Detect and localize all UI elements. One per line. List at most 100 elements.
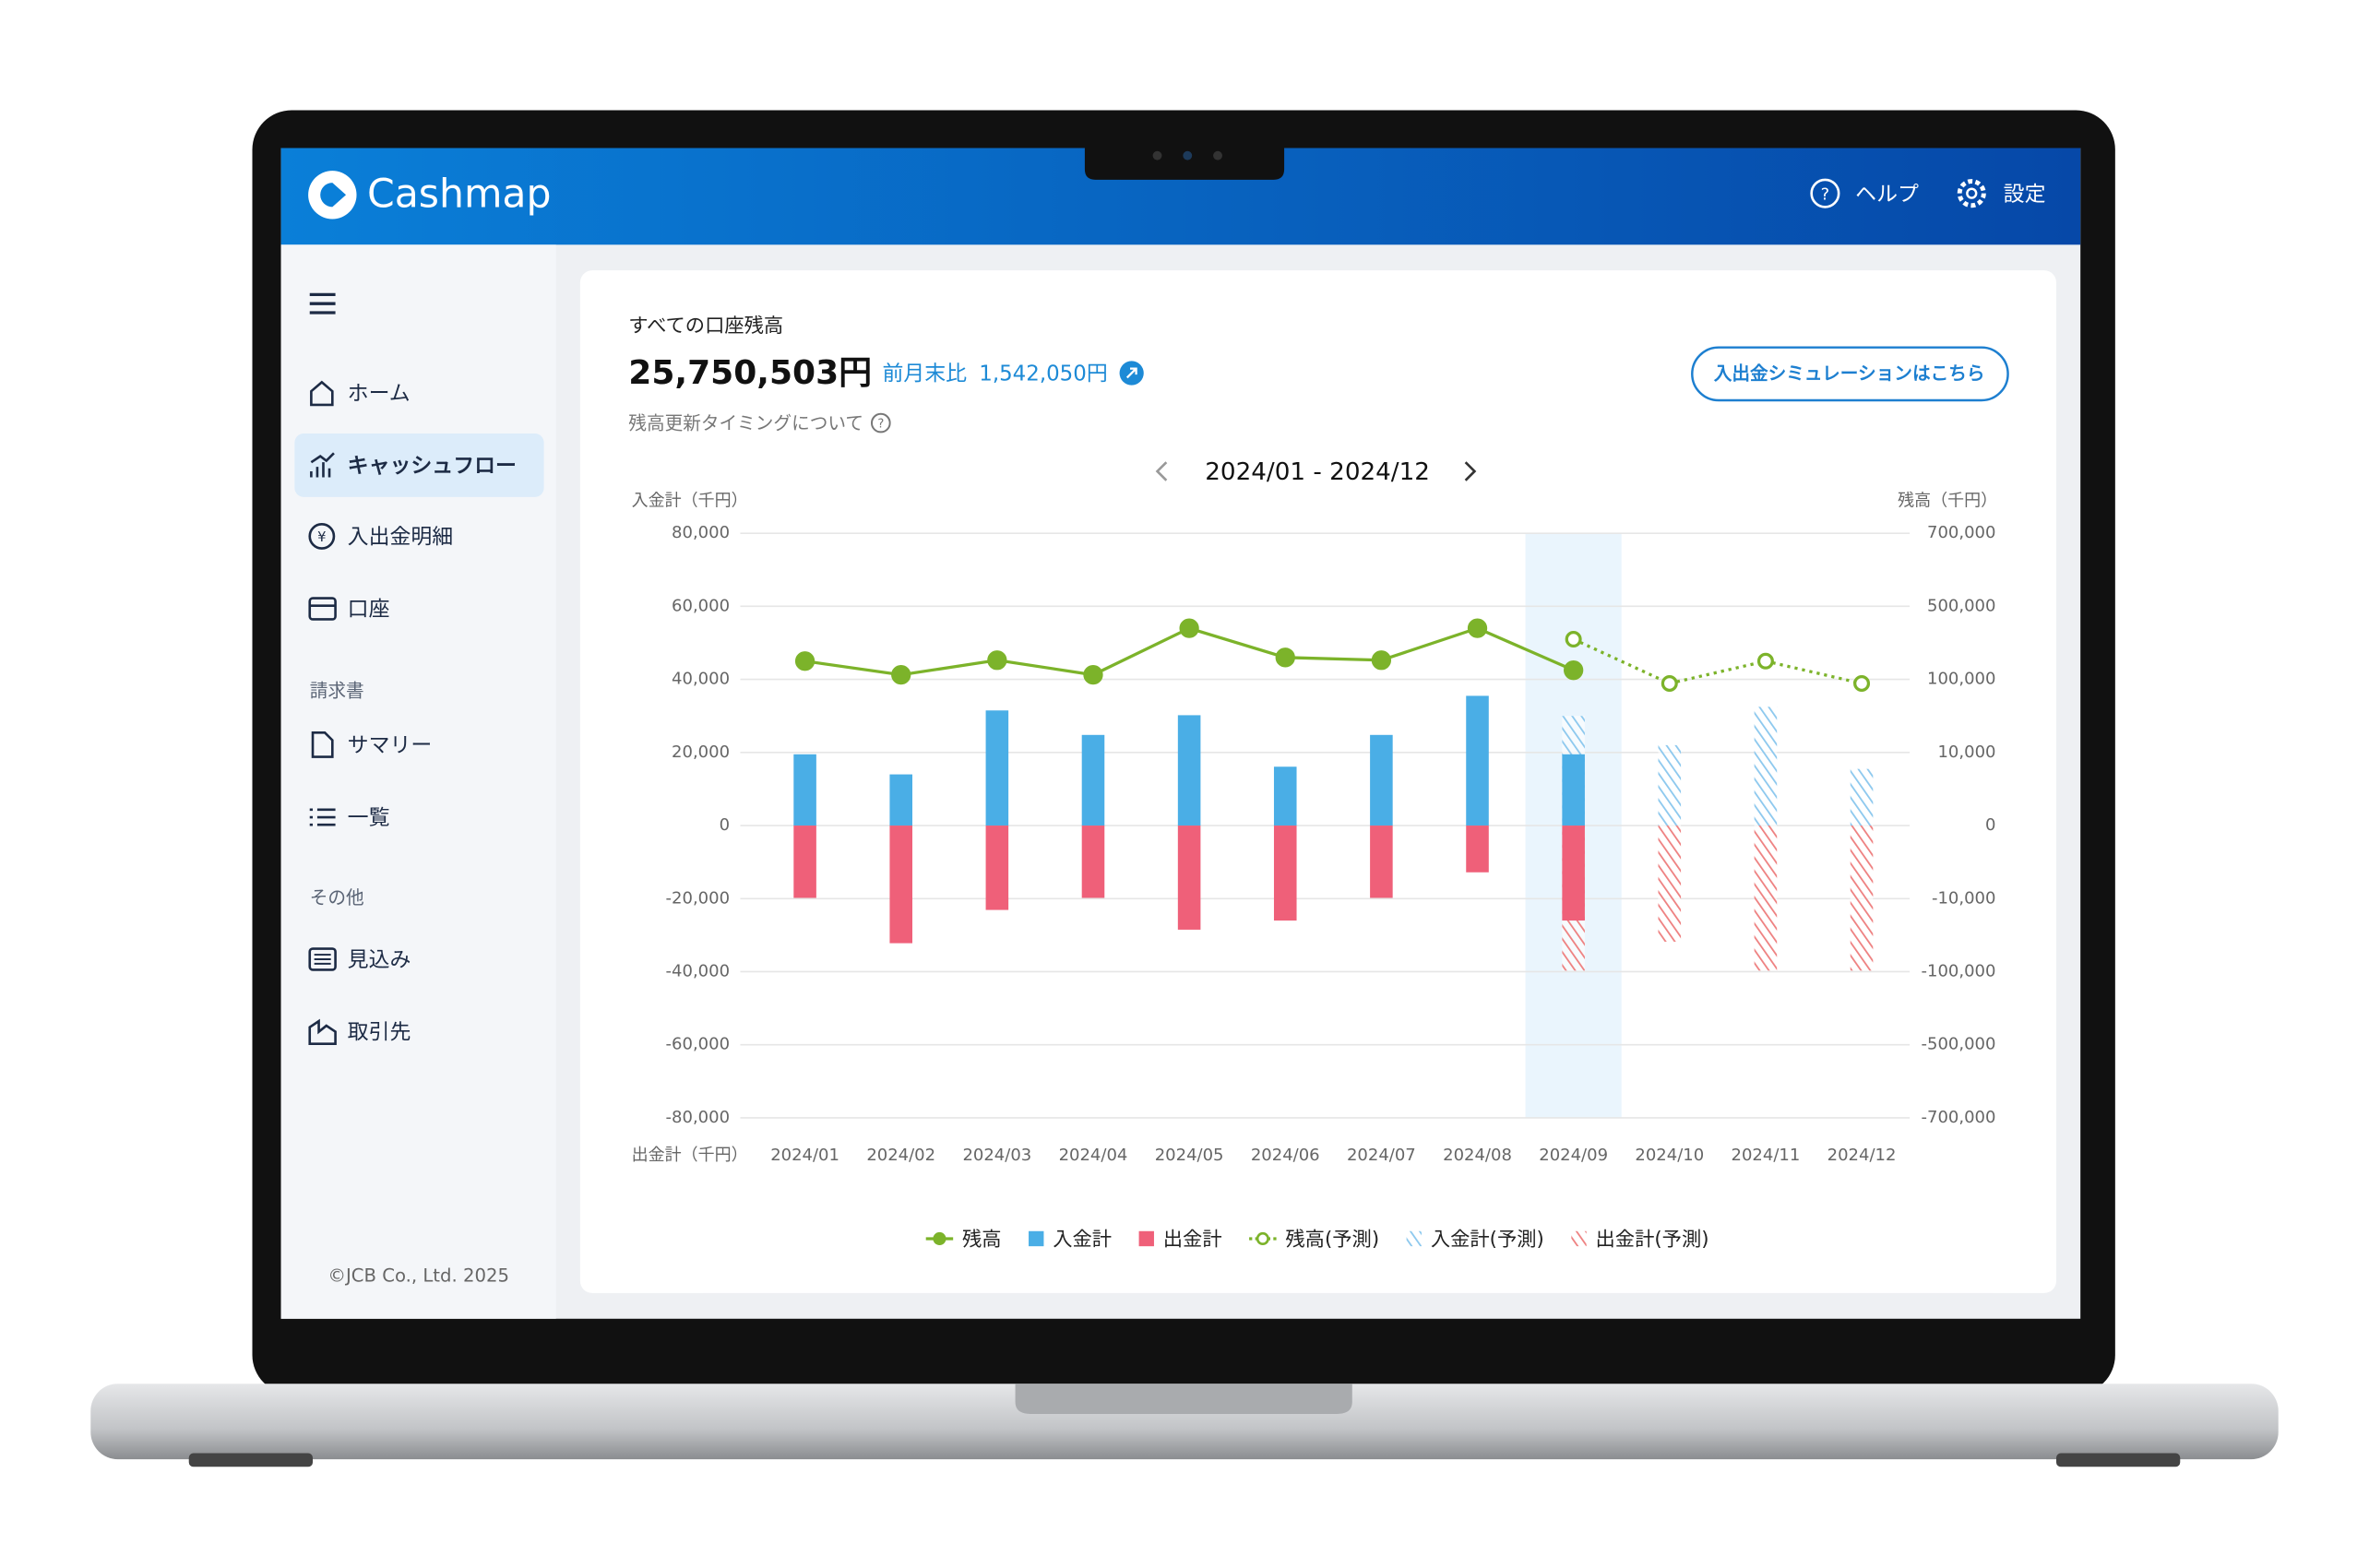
line: [1572, 637, 1863, 685]
point: [1565, 631, 1582, 648]
foot: [188, 1453, 314, 1467]
forecast-bar: [1658, 744, 1682, 826]
forecast-bar: [1658, 826, 1682, 943]
nav-section: 請求書: [310, 681, 364, 702]
bar: [1466, 695, 1489, 826]
icon-yen-mark: ¥: [317, 529, 326, 545]
y-tick-label: 80,000: [672, 523, 730, 542]
prev-period[interactable]: [1155, 461, 1168, 481]
copyright: ©JCB Co., Ltd. 2025: [327, 1265, 509, 1286]
legend-label: 出金計(予測): [1596, 1229, 1709, 1252]
note-icon[interactable]: [871, 412, 891, 434]
camera: [1213, 150, 1222, 160]
icon-home: [310, 380, 334, 407]
x-tick-label: 2024/05: [1155, 1146, 1224, 1165]
logo[interactable]: Cashmap: [367, 171, 552, 217]
point: [1179, 618, 1199, 638]
y2-axis-title: 残高（千円）: [1898, 492, 1997, 511]
legend-swatch: [1138, 1230, 1154, 1247]
next-period[interactable]: [1464, 461, 1477, 481]
point: [1083, 664, 1103, 685]
bar: [793, 754, 816, 826]
legend-swatch: [1029, 1230, 1044, 1247]
chart: 80,000 60,000 40,000 20,000 0 -20,000 -40,000 -…: [666, 523, 1996, 1251]
y2-tick-label: 700,000: [1927, 523, 1995, 542]
forecast-bar: [1754, 707, 1778, 826]
icon-yen: [308, 522, 336, 550]
bar: [1177, 826, 1201, 930]
diff-link-arrow: [1125, 367, 1137, 379]
point: [1661, 674, 1678, 692]
nav-active-bg: [294, 434, 544, 497]
nav-item[interactable]: 口座: [348, 598, 390, 622]
base-notch: [1015, 1384, 1352, 1414]
x-tick-label: 2024/10: [1635, 1146, 1704, 1165]
legend: 残高 入金計 出金計 残高(予測) 入金計(予測) 出金計(予測): [925, 1229, 1709, 1252]
x-tick-label: 2024/07: [1347, 1146, 1416, 1165]
y2-tick-label: 500,000: [1927, 596, 1995, 615]
nav-item[interactable]: 入出金明細: [348, 526, 454, 550]
y2-tick-label: 10,000: [1937, 742, 1995, 762]
settings-link[interactable]: 設定: [2004, 183, 2046, 207]
help-icon-mark: ?: [1821, 184, 1830, 204]
y-axis-title: 出金計（千円）: [632, 1146, 748, 1165]
y-axis-title: 入金計（千円）: [632, 492, 748, 511]
nav-item[interactable]: 一覧: [348, 806, 390, 830]
camera: [1152, 150, 1162, 160]
legend-label: 残高(予測): [1285, 1229, 1379, 1252]
update-note[interactable]: 残高更新タイミングについて: [628, 413, 863, 434]
x-tick-label: 2024/03: [962, 1146, 1031, 1165]
period: 2024/01 - 2024/12: [1205, 458, 1430, 486]
y-tick-label: 20,000: [672, 742, 730, 762]
y-tick-label: -20,000: [666, 888, 730, 908]
legend-swatch: [933, 1231, 946, 1246]
y-tick-label: 60,000: [672, 596, 730, 615]
menu-icon[interactable]: [309, 292, 336, 315]
y-tick-label: -80,000: [666, 1108, 730, 1127]
bar: [1562, 754, 1585, 826]
point: [1756, 652, 1774, 670]
legend-label: 出金計: [1163, 1229, 1222, 1252]
bar: [985, 710, 1009, 826]
icon-summary: [311, 731, 334, 758]
x-tick-label: 2024/04: [1059, 1146, 1128, 1165]
camera-notch: [1084, 148, 1285, 180]
diff-label[interactable]: 前月末比: [882, 362, 967, 386]
point: [1467, 618, 1488, 638]
help-icon[interactable]: [1810, 178, 1840, 208]
nav-item[interactable]: 取引先: [348, 1021, 411, 1045]
camera: [1183, 150, 1193, 160]
nav-item-active[interactable]: キャッシュフロー: [348, 455, 517, 479]
y2-tick-label: 0: [1985, 815, 1995, 835]
nav-item[interactable]: サマリー: [348, 734, 433, 758]
sidebar: [280, 244, 556, 1319]
nav-item[interactable]: 見込み: [348, 948, 411, 972]
diff-value[interactable]: 1,542,050円: [979, 362, 1107, 386]
icon-cashflow: [310, 452, 335, 478]
balance-total: 25,750,503円: [628, 354, 872, 392]
y-tick-label: 0: [720, 815, 730, 835]
laptop-base: [90, 1384, 2279, 1460]
nav-item[interactable]: ホーム: [348, 382, 411, 406]
legend-swatch: [1571, 1230, 1587, 1247]
point: [794, 651, 815, 671]
settings-icon[interactable]: [1957, 179, 1986, 208]
icon-forecast: [308, 947, 337, 971]
legend-swatch: [1406, 1230, 1423, 1247]
balance-label: すべての口座残高: [628, 315, 783, 338]
foot: [2055, 1453, 2181, 1467]
y-tick-label: 40,000: [672, 670, 730, 689]
y-tick-label: -40,000: [666, 961, 730, 980]
y-tick-label: -60,000: [666, 1035, 730, 1054]
legend-swatch: [1256, 1231, 1269, 1246]
simulation-button[interactable]: [1691, 346, 2009, 402]
bar: [793, 826, 816, 898]
bar: [1273, 826, 1297, 921]
bar: [1370, 826, 1393, 898]
y2-tick-label: -100,000: [1922, 961, 1996, 980]
help-link[interactable]: ヘルプ: [1855, 183, 1919, 207]
y2-tick-label: -10,000: [1932, 888, 1995, 908]
icon-forecast-lines: [314, 954, 331, 965]
bar: [889, 774, 912, 826]
point: [1564, 660, 1584, 681]
